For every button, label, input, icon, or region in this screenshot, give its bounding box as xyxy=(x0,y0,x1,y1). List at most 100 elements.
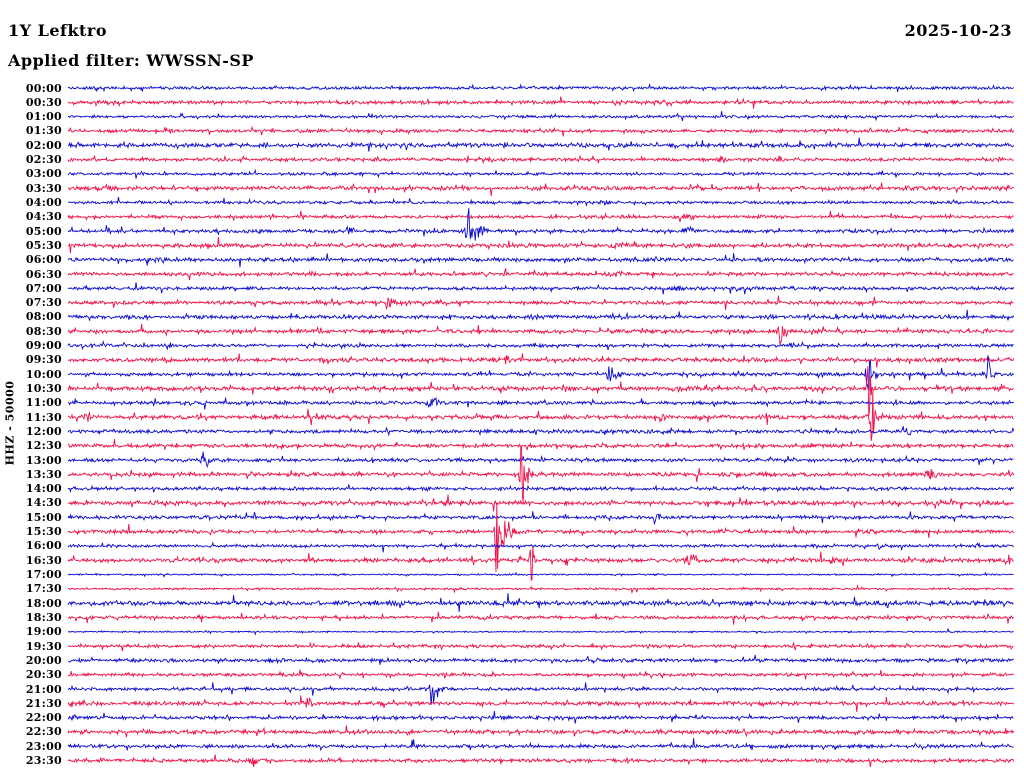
time-label: 10:00 xyxy=(25,367,62,381)
seismic-trace xyxy=(67,627,1014,636)
time-label: 22:30 xyxy=(25,725,62,739)
seismic-trace xyxy=(67,396,1014,410)
time-label: 08:30 xyxy=(25,324,62,338)
time-label: 22:00 xyxy=(25,711,62,725)
seismic-trace xyxy=(67,182,1014,197)
seismic-trace xyxy=(67,541,1014,553)
seismic-trace xyxy=(67,210,1014,223)
time-label: 03:30 xyxy=(25,181,62,195)
time-label: 12:30 xyxy=(25,439,62,453)
station-title: 1Y Lefktro xyxy=(8,21,108,40)
filter-label: Applied filter: WWSSN-SP xyxy=(8,51,254,70)
seismic-trace xyxy=(67,236,1014,253)
time-label: 02:00 xyxy=(25,138,62,152)
time-label: 07:00 xyxy=(25,281,62,295)
seismic-trace xyxy=(67,366,1014,416)
seismic-trace xyxy=(67,571,1014,578)
time-label: 16:00 xyxy=(25,539,62,553)
time-label: 17:00 xyxy=(25,568,62,582)
seismic-trace xyxy=(67,494,1014,512)
seismic-trace xyxy=(67,252,1014,268)
seismic-trace xyxy=(67,323,1015,346)
seismic-trace xyxy=(67,738,1014,752)
seismic-trace xyxy=(67,711,1014,724)
time-label: 21:30 xyxy=(25,696,62,710)
time-label: 07:30 xyxy=(25,296,62,310)
time-label: 19:30 xyxy=(25,639,62,653)
time-label: 02:30 xyxy=(25,153,62,167)
seismic-trace xyxy=(67,353,1015,368)
time-label: 00:00 xyxy=(25,81,62,95)
seismic-trace xyxy=(67,754,1015,768)
time-label: 00:30 xyxy=(25,95,62,109)
time-label: 20:00 xyxy=(25,653,62,667)
seismic-trace xyxy=(67,502,1015,572)
seismic-trace xyxy=(67,444,1015,502)
seismic-trace xyxy=(67,208,1015,241)
time-label: 06:30 xyxy=(25,267,62,281)
seismic-trace xyxy=(67,725,1015,738)
seismic-trace xyxy=(67,282,1015,295)
seismic-trace xyxy=(67,309,1015,322)
time-label: 15:30 xyxy=(25,525,62,539)
seismic-trace xyxy=(67,682,1014,705)
time-label: 12:00 xyxy=(25,424,62,438)
seismic-trace xyxy=(67,425,1015,437)
time-label: 06:00 xyxy=(25,253,62,267)
time-label: 23:00 xyxy=(25,739,62,753)
time-label: 05:00 xyxy=(25,224,62,238)
time-label: 18:00 xyxy=(25,596,62,610)
seismic-trace xyxy=(67,82,1014,93)
seismic-trace xyxy=(67,642,1014,652)
time-label: 13:30 xyxy=(25,467,62,481)
time-label: 01:30 xyxy=(25,124,62,138)
time-label: 01:00 xyxy=(25,110,62,124)
seismic-trace xyxy=(67,484,1015,494)
seismic-trace xyxy=(67,390,1014,441)
date-label: 2025-10-23 xyxy=(904,21,1012,40)
time-label: 18:30 xyxy=(25,610,62,624)
time-label: 15:00 xyxy=(25,510,62,524)
time-label: 13:00 xyxy=(25,453,62,467)
time-label: 04:30 xyxy=(25,210,62,224)
seismic-trace xyxy=(67,451,1014,468)
seismic-trace xyxy=(67,96,1014,109)
time-label: 09:00 xyxy=(25,339,62,353)
seismic-trace xyxy=(67,154,1014,165)
seismic-trace xyxy=(67,439,1014,452)
seismic-trace xyxy=(67,695,1014,713)
seismic-trace xyxy=(68,137,1014,152)
seismic-trace xyxy=(67,268,1014,281)
time-label: 08:00 xyxy=(25,310,62,324)
seismic-trace xyxy=(67,168,1014,179)
seismic-trace xyxy=(67,583,1014,595)
time-label: 14:00 xyxy=(25,482,62,496)
time-label: 21:00 xyxy=(25,682,62,696)
time-label: 11:00 xyxy=(25,396,62,410)
time-label: 17:30 xyxy=(25,582,62,596)
seismic-trace xyxy=(67,593,1014,612)
seismic-trace xyxy=(68,196,1014,207)
time-label: 23:30 xyxy=(25,754,62,768)
seismic-trace xyxy=(67,654,1014,665)
seismic-trace xyxy=(67,125,1015,137)
time-label: 09:30 xyxy=(25,353,62,367)
time-label: 16:30 xyxy=(25,553,62,567)
time-label: 03:00 xyxy=(25,167,62,181)
seismic-trace xyxy=(67,669,1014,680)
seismic-trace xyxy=(67,546,1014,582)
time-label: 04:00 xyxy=(25,195,62,209)
time-label: 11:30 xyxy=(25,410,62,424)
time-label: 20:30 xyxy=(25,668,62,682)
time-label: 14:30 xyxy=(25,496,62,510)
seismic-trace xyxy=(67,111,1014,122)
seismic-trace xyxy=(67,339,1014,351)
seismic-trace xyxy=(67,611,1014,625)
seismic-trace xyxy=(67,355,1014,391)
time-label: 19:00 xyxy=(25,625,62,639)
time-label: 10:30 xyxy=(25,382,62,395)
seismic-trace xyxy=(67,511,1014,526)
seismic-trace xyxy=(67,295,1014,311)
